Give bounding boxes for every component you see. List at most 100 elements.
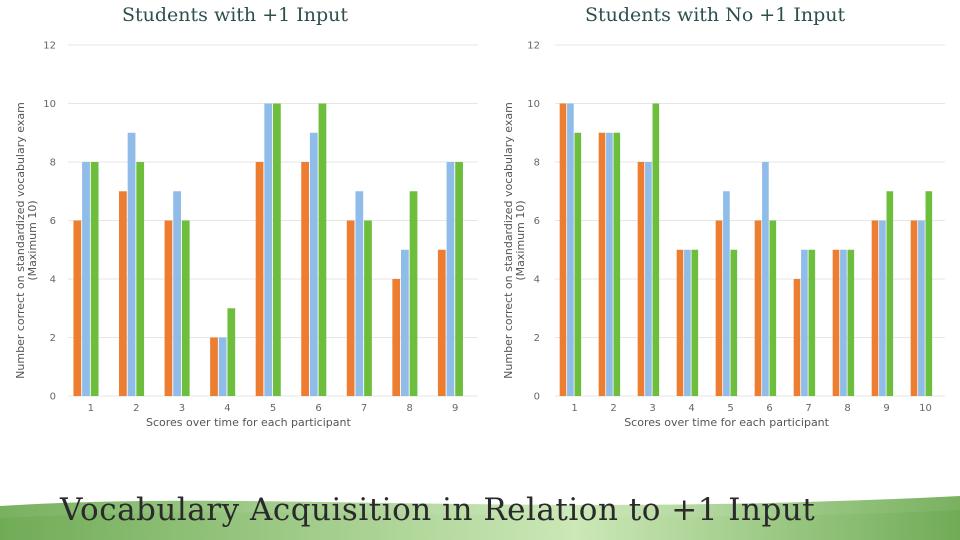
bar-series-2-cat-4: [684, 249, 691, 396]
x-tick-label: 4: [688, 403, 694, 414]
y-tick-label: 8: [534, 158, 540, 169]
bar-series-3-cat-5: [730, 249, 738, 396]
bar-series-3-cat-6: [769, 220, 777, 396]
y-tick-label: 8: [50, 158, 56, 169]
left-chart-title: Students with +1 Input: [122, 4, 349, 26]
bar-series-3-cat-6: [318, 103, 327, 396]
bar-series-2-cat-5: [723, 191, 730, 396]
x-tick-label: 3: [649, 403, 655, 414]
bar-series-1-cat-8: [392, 279, 401, 396]
bar-series-3-cat-10: [925, 191, 933, 396]
bar-series-1-cat-5: [715, 220, 723, 396]
y-axis-label: Number correct on standardized vocabular…: [502, 102, 527, 379]
bar-series-2-cat-9: [879, 220, 886, 396]
bar-series-3-cat-4: [691, 249, 699, 396]
bar-series-1-cat-3: [164, 220, 173, 396]
bar-series-2-cat-7: [355, 191, 364, 396]
y-tick-label: 6: [50, 216, 56, 227]
bar-series-3-cat-1: [574, 132, 582, 396]
x-tick-label: 6: [766, 403, 772, 414]
bar-series-3-cat-3: [652, 103, 660, 396]
y-tick-label: 6: [534, 216, 540, 227]
bar-series-1-cat-10: [910, 220, 918, 396]
bar-series-2-cat-8: [401, 249, 409, 396]
bar-series-2-cat-5: [264, 103, 273, 396]
bar-series-2-cat-1: [82, 162, 90, 396]
bar-series-1-cat-6: [754, 220, 762, 396]
y-axis-label: Number correct on standardized vocabular…: [14, 102, 39, 379]
x-tick-label: 10: [919, 403, 932, 414]
x-axis-label: Scores over time for each participant: [624, 416, 829, 429]
bar-series-1-cat-7: [346, 220, 355, 396]
x-tick-label: 2: [133, 403, 139, 414]
bar-series-1-cat-1: [73, 220, 82, 396]
x-tick-label: 4: [224, 403, 230, 414]
bar-series-2-cat-3: [173, 191, 181, 396]
bar-series-1-cat-4: [676, 249, 684, 396]
bar-series-1-cat-2: [119, 191, 127, 396]
decorative-footer-band: [0, 496, 960, 540]
x-tick-label: 1: [88, 403, 94, 414]
bar-series-2-cat-10: [918, 220, 925, 396]
x-tick-label: 2: [610, 403, 616, 414]
bar-series-1-cat-8: [832, 249, 840, 396]
bar-series-2-cat-9: [446, 162, 455, 396]
bar-series-1-cat-6: [301, 162, 309, 396]
bar-series-3-cat-9: [455, 162, 463, 396]
x-tick-label: 5: [727, 403, 733, 414]
bar-series-2-cat-8: [840, 249, 847, 396]
bar-series-3-cat-8: [409, 191, 418, 396]
bar-series-2-cat-1: [567, 103, 574, 396]
bar-series-3-cat-7: [808, 249, 816, 396]
bar-series-3-cat-8: [847, 249, 855, 396]
bar-series-3-cat-3: [181, 220, 190, 396]
y-tick-label: 12: [43, 41, 56, 52]
bar-series-2-cat-3: [645, 162, 652, 396]
bar-series-2-cat-7: [801, 249, 808, 396]
bar-series-3-cat-2: [613, 132, 621, 396]
right-chart-title: Students with No +1 Input: [585, 4, 846, 26]
x-tick-label: 7: [361, 403, 367, 414]
y-tick-label: 2: [534, 333, 540, 344]
bar-series-2-cat-6: [762, 162, 769, 396]
bar-series-3-cat-9: [886, 191, 894, 396]
slide-main-title: Vocabulary Acquisition in Relation to +1…: [60, 492, 816, 528]
bar-series-1-cat-7: [793, 279, 801, 396]
y-tick-label: 0: [534, 392, 540, 403]
y-tick-label: 4: [534, 275, 540, 286]
bar-series-2-cat-4: [218, 337, 227, 396]
x-tick-label: 8: [844, 403, 850, 414]
bar-series-3-cat-2: [136, 162, 145, 396]
y-tick-label: 2: [50, 333, 56, 344]
bar-series-2-cat-2: [606, 132, 613, 396]
bar-series-1-cat-2: [598, 132, 606, 396]
y-tick-label: 10: [43, 99, 56, 110]
bar-series-2-cat-2: [127, 132, 136, 396]
bar-series-3-cat-5: [273, 103, 281, 396]
bar-series-1-cat-1: [559, 103, 567, 396]
bar-series-2-cat-6: [309, 132, 318, 396]
x-tick-label: 9: [452, 403, 458, 414]
bar-series-3-cat-1: [90, 162, 99, 396]
bar-series-1-cat-4: [210, 337, 218, 396]
y-tick-label: 10: [527, 99, 540, 110]
x-tick-label: 7: [805, 403, 811, 414]
x-tick-label: 9: [883, 403, 889, 414]
bar-series-1-cat-9: [437, 249, 446, 396]
bar-series-3-cat-7: [364, 220, 372, 396]
y-tick-label: 0: [50, 392, 56, 403]
bar-series-1-cat-3: [637, 162, 645, 396]
x-axis-label: Scores over time for each participant: [146, 416, 351, 429]
bar-series-3-cat-4: [227, 308, 236, 396]
y-tick-label: 12: [527, 41, 540, 52]
x-tick-label: 6: [315, 403, 321, 414]
x-tick-label: 3: [179, 403, 185, 414]
bar-series-1-cat-5: [255, 162, 264, 396]
x-tick-label: 1: [571, 403, 577, 414]
bar-series-1-cat-9: [871, 220, 879, 396]
x-tick-label: 5: [270, 403, 276, 414]
y-tick-label: 4: [50, 275, 56, 286]
